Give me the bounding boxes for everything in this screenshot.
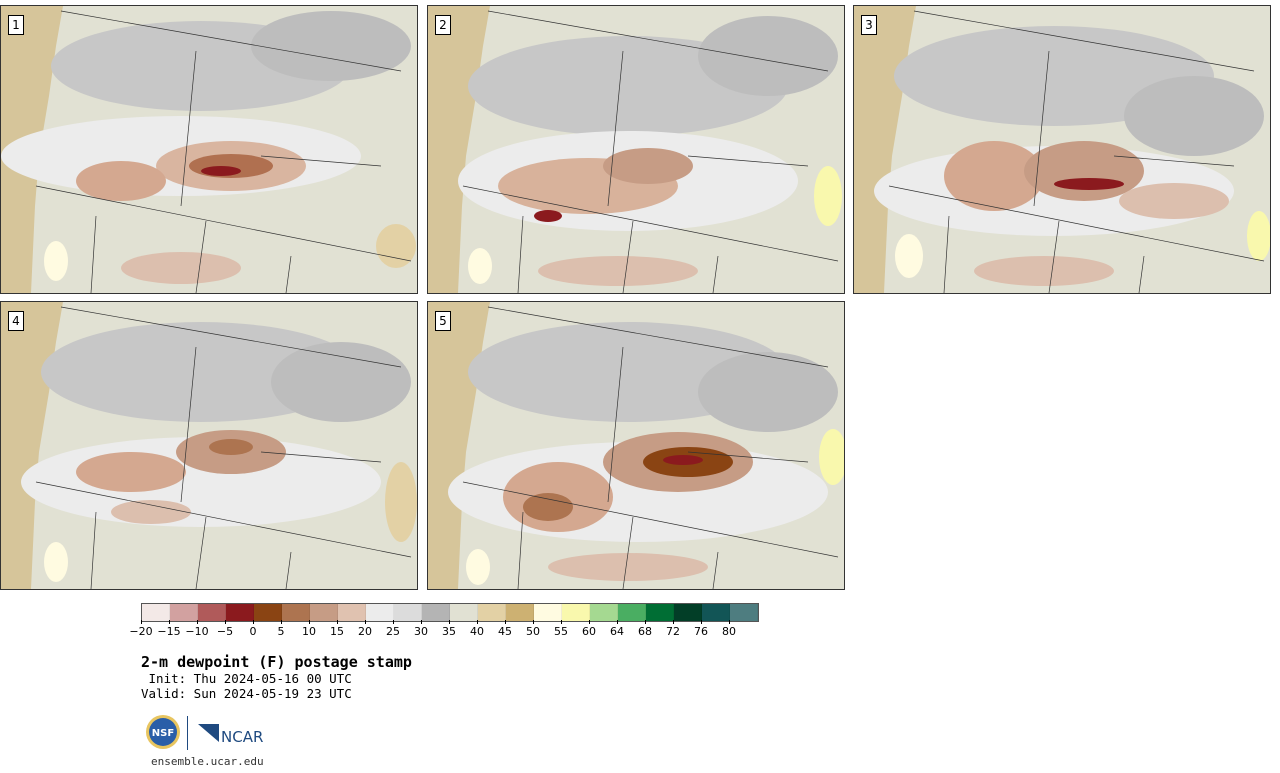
logos: NSF NCAR — [145, 714, 285, 752]
colorbar-swatch — [366, 604, 394, 621]
colorbar-tick — [393, 620, 394, 624]
dewpoint-map-2 — [428, 6, 844, 293]
colorbar-swatch — [142, 604, 170, 621]
colorbar-tick — [533, 620, 534, 624]
colorbar-tick-label: −20 — [129, 625, 153, 638]
svg-text:NCAR: NCAR — [221, 728, 263, 746]
colorbar-tick — [589, 620, 590, 624]
ensemble-member-map-5: 5 — [427, 301, 845, 590]
colorbar-swatch — [226, 604, 254, 621]
colorbar-swatch — [450, 604, 478, 621]
colorbar-tick-label: 35 — [442, 625, 456, 638]
colorbar-tick — [197, 620, 198, 624]
colorbar-swatch — [534, 604, 562, 621]
colorbar-tick-label: 15 — [330, 625, 344, 638]
colorbar-tick-label: 76 — [694, 625, 708, 638]
colorbar-tick-label: 30 — [414, 625, 428, 638]
member-number-label: 3 — [861, 15, 877, 35]
colorbar-tick — [477, 620, 478, 624]
colorbar-tick-label: 5 — [277, 625, 285, 638]
colorbar-tick-label: 60 — [582, 625, 596, 638]
colorbar-swatch — [198, 604, 226, 621]
colorbar-tick — [337, 620, 338, 624]
colorbar-swatch — [702, 604, 730, 621]
colorbar-tick — [421, 620, 422, 624]
colorbar-tick — [449, 620, 450, 624]
colorbar-tick-label: 50 — [526, 625, 540, 638]
colorbar-swatch — [730, 604, 758, 621]
dewpoint-map-4 — [1, 302, 417, 589]
member-number-label: 1 — [8, 15, 24, 35]
ensemble-member-map-2: 2 — [427, 5, 845, 294]
colorbar-tick-label: 25 — [386, 625, 400, 638]
colorbar-tick-label: −5 — [216, 625, 234, 638]
colorbar-tick — [673, 620, 674, 624]
dewpoint-map-5 — [428, 302, 844, 589]
colorbar-swatch — [310, 604, 338, 621]
colorbar-swatch — [562, 604, 590, 621]
colorbar-ticks: −20 −15 −10 −5 0 5 10 15 20 25 30 35 40 45 50 55 60 64 68 7… — [129, 620, 801, 638]
colorbar-tick — [141, 620, 142, 624]
colorbar-tick-label: 40 — [470, 625, 484, 638]
init-time: Init: Thu 2024-05-16 00 UTC — [141, 671, 352, 686]
colorbar-swatch — [282, 604, 310, 621]
colorbar-swatch — [394, 604, 422, 621]
colorbar-tick — [701, 620, 702, 624]
colorbar-tick — [729, 620, 730, 624]
colorbar-tick-label: −10 — [185, 625, 209, 638]
colorbar-tick-label: −15 — [157, 625, 181, 638]
colorbar-tick — [617, 620, 618, 624]
logo-divider — [187, 716, 188, 750]
colorbar-tick-label: 20 — [358, 625, 372, 638]
colorbar-swatch — [590, 604, 618, 621]
colorbar-tick — [225, 620, 226, 624]
colorbar-swatch — [674, 604, 702, 621]
nsf-logo: NSF — [146, 715, 180, 749]
ncar-logo: NCAR — [198, 724, 263, 746]
colorbar-swatch — [478, 604, 506, 621]
ensemble-member-map-1: 1 — [0, 5, 418, 294]
colorbar-swatch — [506, 604, 534, 621]
colorbar-swatch — [618, 604, 646, 621]
colorbar-swatch — [338, 604, 366, 621]
colorbar-tick-label: 72 — [666, 625, 680, 638]
colorbar-tick — [309, 620, 310, 624]
colorbar-swatch — [646, 604, 674, 621]
footer-url: ensemble.ucar.edu — [151, 755, 264, 768]
colorbar-tick — [561, 620, 562, 624]
colorbar-swatch — [422, 604, 450, 621]
colorbar-tick — [365, 620, 366, 624]
colorbar-tick-label: 80 — [722, 625, 736, 638]
ensemble-member-map-4: 4 — [0, 301, 418, 590]
colorbar-tick-label: 10 — [302, 625, 316, 638]
ensemble-member-map-3: 3 — [853, 5, 1271, 294]
dewpoint-map-1 — [1, 6, 417, 293]
colorbar-tick — [253, 620, 254, 624]
colorbar-tick-label: 64 — [610, 625, 624, 638]
colorbar-tick — [169, 620, 170, 624]
colorbar-tick-label: 68 — [638, 625, 652, 638]
colorbar-swatch — [254, 604, 282, 621]
chart-title: 2-m dewpoint (F) postage stamp — [141, 653, 412, 671]
colorbar-tick-label: 45 — [498, 625, 512, 638]
colorbar-tick — [281, 620, 282, 624]
colorbar-tick-label: 0 — [249, 625, 257, 638]
svg-text:NSF: NSF — [152, 728, 174, 739]
dewpoint-map-3 — [854, 6, 1270, 293]
colorbar-tick — [645, 620, 646, 624]
member-number-label: 5 — [435, 311, 451, 331]
member-number-label: 2 — [435, 15, 451, 35]
colorbar-tick — [505, 620, 506, 624]
colorbar-swatch — [170, 604, 198, 621]
dewpoint-colorbar — [141, 603, 759, 622]
member-number-label: 4 — [8, 311, 24, 331]
valid-time: Valid: Sun 2024-05-19 23 UTC — [141, 686, 352, 701]
colorbar-tick-label: 55 — [554, 625, 568, 638]
